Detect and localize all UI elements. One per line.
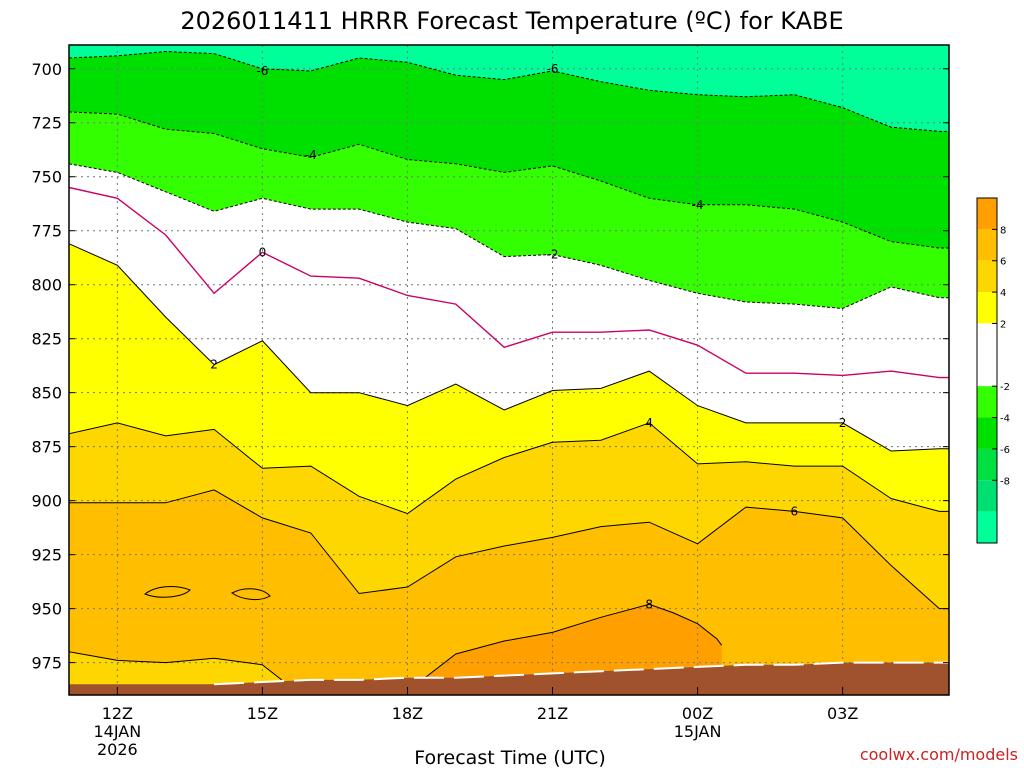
contour-label: -4: [692, 198, 704, 212]
credit-text: coolwx.com/models: [860, 745, 1018, 764]
colorbar-swatch: [977, 386, 997, 418]
contour-label: 0: [259, 245, 267, 259]
band-below-minus-6: [69, 45, 949, 132]
y-tick-label: 875: [31, 438, 62, 457]
contour-label: -6: [256, 64, 268, 78]
plot-frame: [68, 44, 950, 696]
contour-label-text: -4: [305, 148, 317, 162]
x-tick-label: 15JAN: [674, 722, 722, 741]
contour-cell-8-a: [144, 586, 191, 598]
band-2-to-4: [69, 243, 949, 514]
colorbar-label: -6: [1000, 445, 1010, 456]
contour-label: 2: [210, 358, 218, 372]
colorbar-label: 4: [1000, 288, 1006, 299]
colorbar-swatch: [977, 448, 997, 481]
contour-label: 2: [839, 416, 847, 430]
contour-label: 4: [645, 416, 653, 430]
y-tick-label: 900: [31, 492, 62, 511]
contour-line: [69, 163, 949, 310]
grid: [69, 45, 949, 695]
y-tick-label: 825: [31, 330, 62, 349]
contour-label: -6: [547, 62, 559, 76]
colorbar: 8 6 4 2 -2 -4 -6 -8: [976, 197, 1010, 544]
contour-label-text: -6: [547, 62, 559, 76]
y-tick-label: 800: [31, 276, 62, 295]
band-4-to-6: [69, 422, 949, 609]
x-tick-label: 14JAN: [93, 722, 141, 741]
contour-label-text: 6: [790, 504, 798, 518]
contour-label-text: -2: [547, 247, 559, 261]
contour-label: 8: [645, 597, 653, 611]
contour-label-text: 0: [259, 245, 267, 259]
colorbar-swatch: [977, 323, 997, 355]
ground-surface: [69, 662, 949, 695]
contour-label-text: -4: [692, 198, 704, 212]
colorbar-label: 8: [1000, 225, 1006, 236]
y-tick-label: 775: [31, 222, 62, 241]
colorbar-swatch: [977, 292, 997, 324]
colorbar-swatch: [977, 417, 997, 449]
y-tick-label: 750: [31, 168, 62, 187]
colorbar-swatch: [977, 260, 997, 293]
contour-label-text: 8: [645, 597, 653, 611]
contour-label: -2: [547, 247, 559, 261]
contour-line: [402, 603, 723, 695]
x-tick-label: 12Z: [102, 704, 133, 723]
y-tick-label: 725: [31, 114, 62, 133]
x-tick-label: 2026: [97, 740, 138, 759]
y-tick-label: 950: [31, 600, 62, 619]
y-tick-label: 700: [31, 60, 62, 79]
y-tick-label: 975: [31, 654, 62, 673]
colorbar-label: 6: [1000, 257, 1006, 268]
band-minus-4-to-minus-2: [69, 111, 949, 309]
colorbar-swatch: [977, 354, 997, 387]
y-tick-label: 850: [31, 384, 62, 403]
contour-line: [69, 422, 949, 515]
y-tick-label: 925: [31, 546, 62, 565]
contour-line: [69, 186, 949, 379]
contour-label: -4: [305, 148, 317, 162]
y-axis: 700 725 750 775 800 825 850 875 900 925 950 975: [31, 60, 949, 673]
contour-line: [69, 50, 949, 132]
contour-line: [69, 243, 949, 452]
contour-line: [69, 111, 949, 249]
x-axis-label: Forecast Time (UTC): [414, 747, 605, 768]
x-tick-label: 18Z: [392, 704, 423, 723]
x-tick-label: 00Z: [682, 704, 713, 723]
colorbar-swatch: [977, 198, 997, 230]
band-minus-6-to-minus-4: [69, 51, 949, 248]
band-6-to-8: [69, 489, 949, 695]
x-tick-label: 03Z: [827, 704, 858, 723]
contour-line: [69, 651, 283, 681]
colorbar-label: 2: [1000, 319, 1006, 330]
contour-label-text: 4: [645, 416, 653, 430]
plot-area: [69, 45, 949, 695]
surface-edge: [214, 661, 949, 686]
colorbar-swatch: [977, 229, 997, 261]
colorbar-frame: [976, 197, 998, 544]
x-tick-label: 21Z: [537, 704, 568, 723]
contour-labels: -6 -6 -4 -4 -2 0 2 2 4 6 8: [210, 62, 847, 612]
contours: [69, 50, 949, 695]
colorbar-swatch: [977, 511, 997, 543]
contour-label-text: 2: [210, 358, 218, 372]
band-minus-2-to-2: [69, 163, 949, 451]
contour-label-text: -6: [256, 64, 268, 78]
contour-label-text: 2: [839, 416, 847, 430]
contour-label: 6: [790, 504, 798, 518]
contour-cell-8-b: [231, 588, 271, 601]
chart-title: 2026011411 HRRR Forecast Temperature (ºC…: [180, 7, 843, 35]
x-tick-label: 15Z: [247, 704, 278, 723]
colorbar-swatch: [977, 480, 997, 512]
contour-line: [69, 489, 949, 610]
colorbar-label: -4: [1000, 414, 1010, 425]
colorbar-label: -8: [1000, 476, 1010, 487]
colorbar-label: -2: [1000, 382, 1010, 393]
